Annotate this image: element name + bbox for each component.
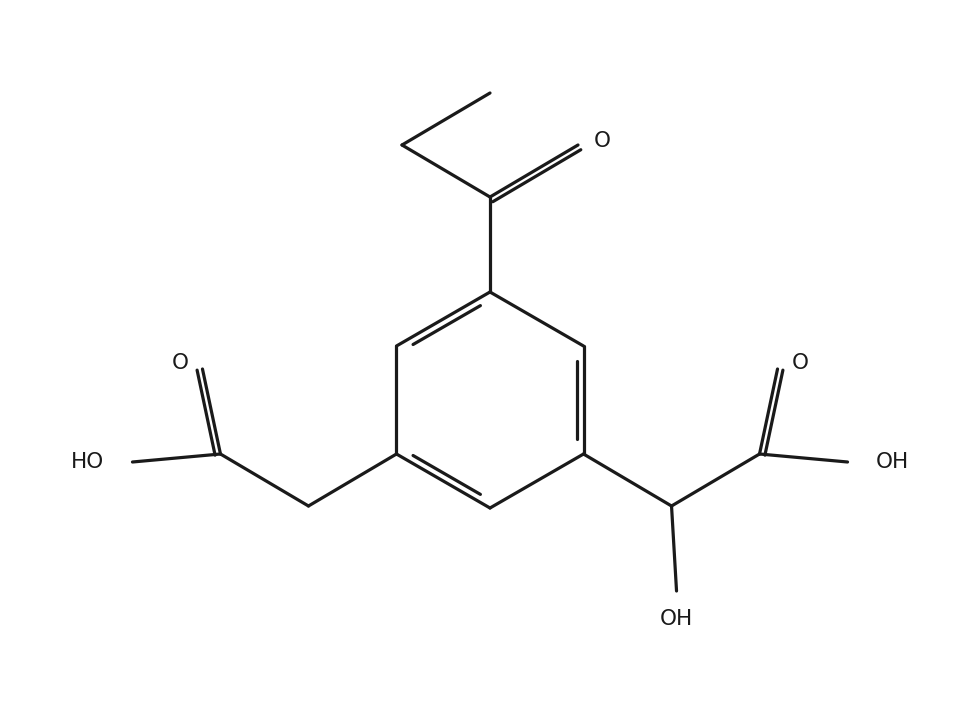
Text: HO: HO	[71, 452, 104, 472]
Text: O: O	[792, 353, 808, 373]
Text: OH: OH	[660, 609, 693, 629]
Text: O: O	[594, 131, 611, 151]
Text: O: O	[172, 353, 188, 373]
Text: OH: OH	[875, 452, 909, 472]
